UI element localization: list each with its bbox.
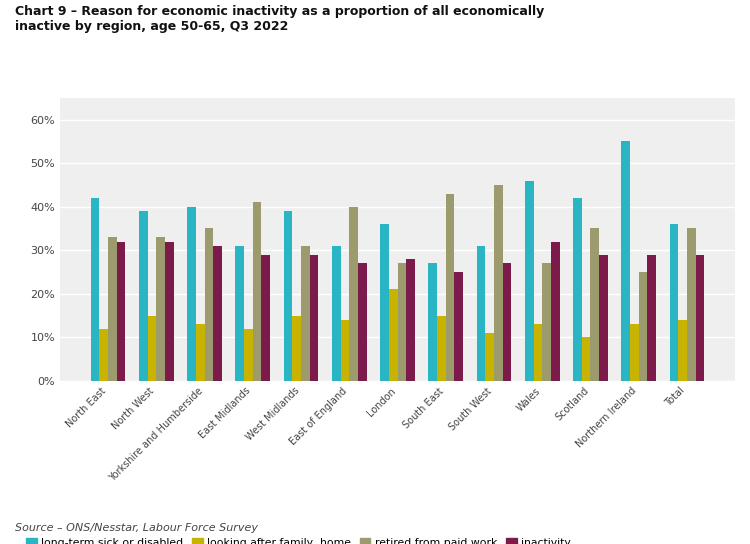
Bar	[156, 237, 165, 381]
Bar	[188, 207, 196, 381]
Bar	[590, 228, 599, 381]
Bar	[454, 272, 463, 381]
Bar	[551, 242, 560, 381]
Bar	[476, 246, 485, 381]
Bar	[196, 324, 205, 381]
Bar	[406, 259, 415, 381]
Bar	[582, 337, 590, 381]
Legend: long-term sick or disabled, looking after family, home, retired from paid work, : long-term sick or disabled, looking afte…	[22, 533, 575, 544]
Bar	[262, 255, 270, 381]
Bar	[117, 242, 125, 381]
Bar	[678, 320, 687, 381]
Bar	[213, 246, 222, 381]
Bar	[670, 224, 678, 381]
Bar	[310, 255, 319, 381]
Bar	[139, 211, 148, 381]
Bar	[244, 329, 253, 381]
Bar	[301, 246, 310, 381]
Bar	[91, 198, 99, 381]
Bar	[525, 181, 533, 381]
Bar	[542, 263, 551, 381]
Bar	[108, 237, 117, 381]
Bar	[503, 263, 512, 381]
Bar	[205, 228, 213, 381]
Bar	[647, 255, 656, 381]
Bar	[148, 316, 156, 381]
Bar	[446, 194, 454, 381]
Bar	[380, 224, 388, 381]
Text: Chart 9 – Reason for economic inactivity as a proportion of all economically
ina: Chart 9 – Reason for economic inactivity…	[15, 5, 544, 33]
Bar	[494, 185, 502, 381]
Bar	[621, 141, 630, 381]
Bar	[284, 211, 292, 381]
Bar	[573, 198, 582, 381]
Bar	[332, 246, 340, 381]
Bar	[350, 207, 358, 381]
Bar	[388, 289, 398, 381]
Bar	[99, 329, 108, 381]
Bar	[437, 316, 446, 381]
Bar	[687, 228, 696, 381]
Bar	[630, 324, 639, 381]
Bar	[639, 272, 647, 381]
Bar	[165, 242, 174, 381]
Text: Source – ONS/Nesstar, Labour Force Survey: Source – ONS/Nesstar, Labour Force Surve…	[15, 523, 258, 533]
Bar	[485, 333, 494, 381]
Bar	[292, 316, 301, 381]
Bar	[253, 202, 262, 381]
Bar	[340, 320, 350, 381]
Bar	[398, 263, 406, 381]
Bar	[358, 263, 367, 381]
Bar	[599, 255, 608, 381]
Bar	[696, 255, 704, 381]
Bar	[533, 324, 542, 381]
Bar	[428, 263, 437, 381]
Bar	[236, 246, 244, 381]
